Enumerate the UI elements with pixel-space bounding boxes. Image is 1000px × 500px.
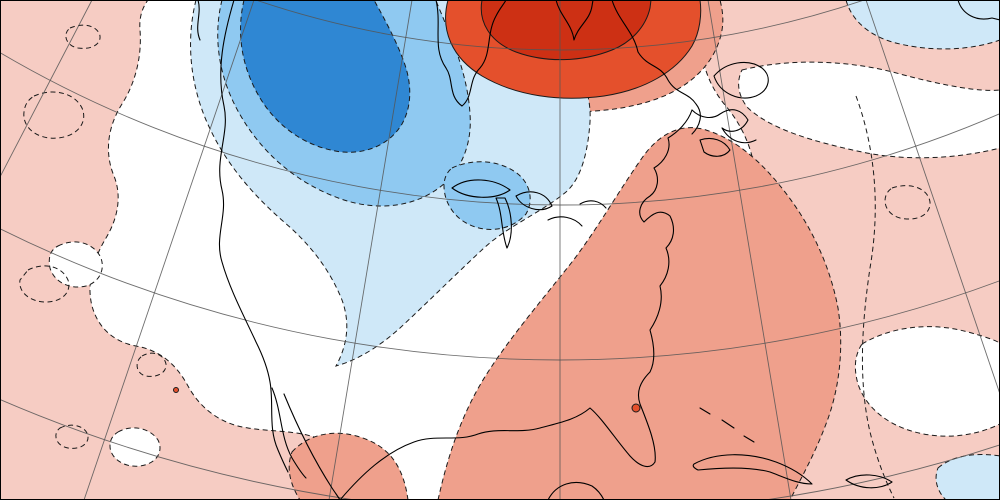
warm-spot-southwest — [173, 387, 179, 393]
lake-huron — [515, 191, 553, 211]
neutral-region-north-atlantic — [738, 61, 1000, 159]
contour-loop-right-mid — [884, 185, 931, 220]
contour-loop-bottom-left — [55, 424, 89, 449]
coastline-cuba — [692, 454, 813, 485]
graticule-meridian — [0, 0, 93, 178]
coastline-new-england-maritimes — [691, 109, 757, 144]
strong-warm-layer — [173, 0, 702, 413]
coastline-gulf-and-east — [339, 109, 693, 500]
warm-region-southeast — [437, 127, 842, 500]
lake-erie — [547, 216, 583, 227]
coastline-hispaniola — [845, 474, 893, 489]
graticule-meridian — [707, 0, 792, 500]
neutral-patch-lower-left — [109, 427, 161, 467]
warm-spot-florida — [631, 403, 641, 413]
bahamas-islands — [699, 407, 755, 443]
cool-anomaly-layer — [190, 0, 1000, 500]
coastlines — [197, 0, 1000, 500]
contour-loop-top-left — [65, 24, 101, 49]
coastline-nova-scotia — [699, 137, 731, 157]
lake-superior — [451, 179, 511, 198]
coastline-hudson-bay — [435, 0, 507, 107]
coastline-baja — [271, 387, 307, 479]
coastline-greenland-corner — [957, 0, 1000, 21]
cool-region-strong-core — [240, 0, 411, 153]
neutral-patch-left — [48, 241, 103, 288]
cool-patch-top-right — [845, 0, 1000, 50]
graticule-meridian — [83, 0, 255, 500]
lake-michigan — [495, 197, 512, 249]
coastline-mexico-mainland — [283, 393, 341, 500]
neutral-region-east-atlantic — [854, 326, 1000, 437]
coastline-alaska-fragment — [197, 0, 201, 41]
graticule-meridian — [865, 0, 1000, 396]
cool-region-lakes-patch — [443, 161, 531, 230]
coastline-pacific — [218, 0, 289, 473]
coastline-newfoundland — [713, 61, 769, 99]
contour-squiggles — [19, 24, 931, 499]
contour-loop-left-top — [23, 91, 85, 139]
graticule-meridian — [328, 0, 413, 500]
coastline-yucatan — [547, 482, 605, 500]
contour-loop-southwest — [136, 352, 167, 377]
lake-ontario — [579, 200, 607, 209]
coastline-labrador — [611, 0, 701, 135]
coastline-ungava — [555, 0, 594, 41]
contour-line-right-edge — [855, 95, 895, 499]
warm-region-mexico-patch — [288, 432, 409, 500]
